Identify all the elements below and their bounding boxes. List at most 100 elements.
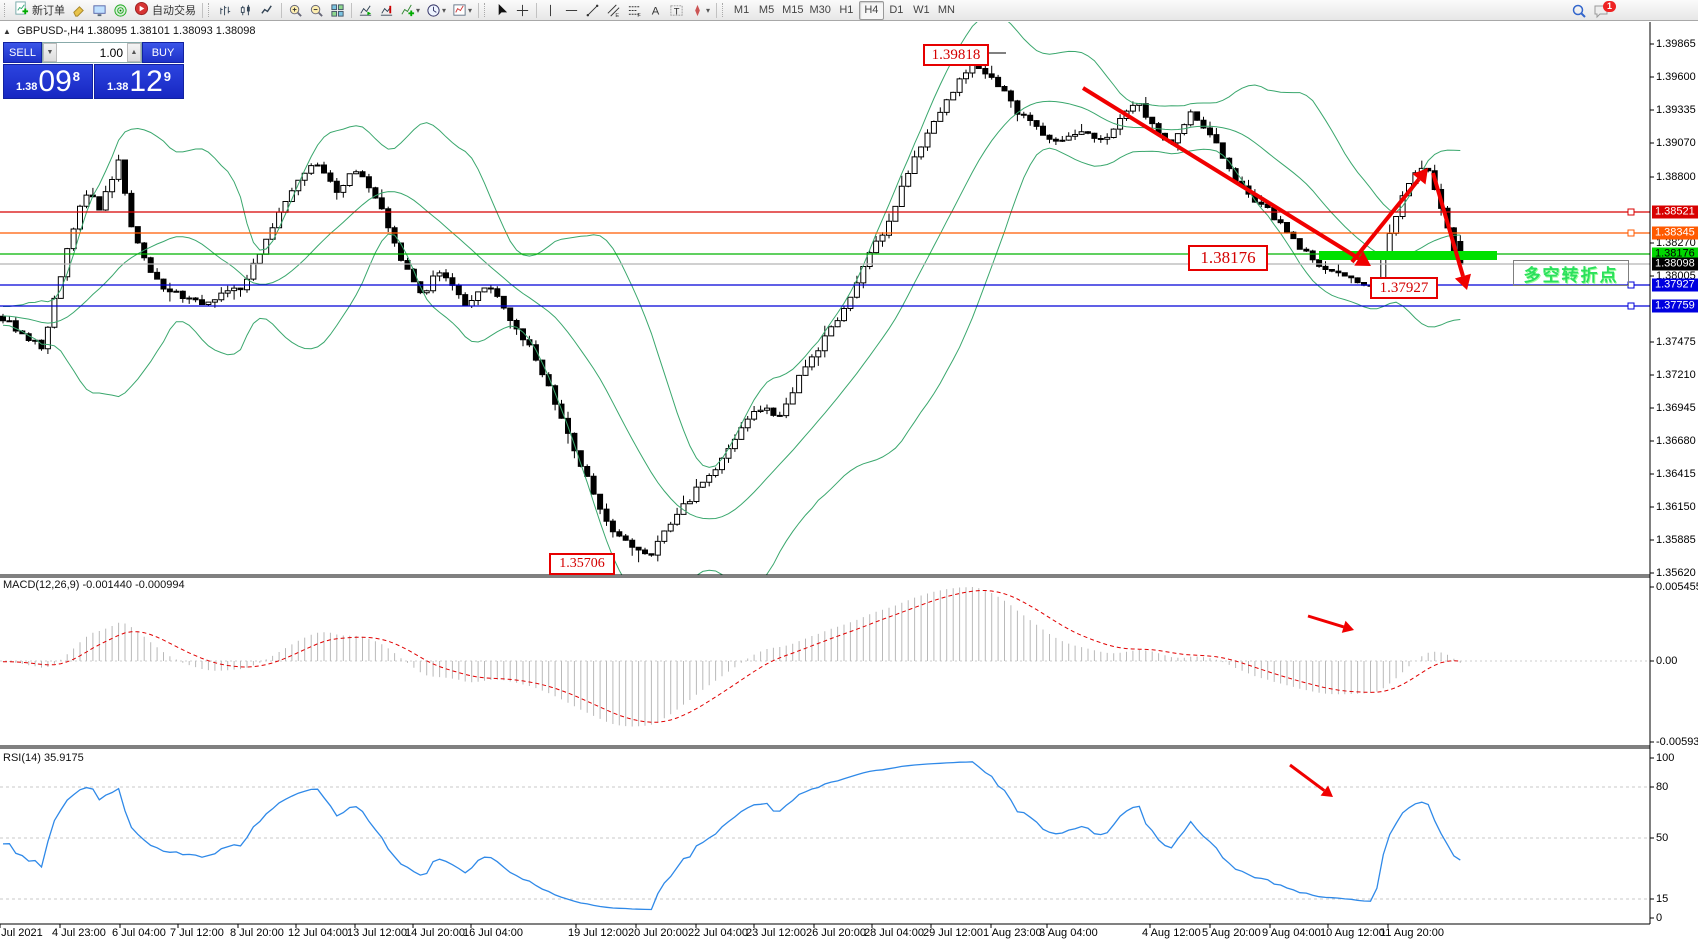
price-tick-label: 1.35885	[1656, 534, 1696, 546]
candlestick-chart-button[interactable]	[236, 1, 257, 20]
buy-button[interactable]: BUY	[142, 42, 184, 63]
price-tag-1.38176: 1.38176	[1652, 247, 1698, 261]
green-zone-bar	[1319, 251, 1497, 260]
chevron-down-icon: ▾	[416, 5, 421, 15]
price-callout-1.39818[interactable]: 1.39818	[923, 44, 989, 66]
fibonacci-tool[interactable]: F	[624, 1, 645, 20]
price-callout-1.35706[interactable]: 1.35706	[549, 553, 615, 575]
indicator-tick-label: 80	[1656, 781, 1669, 793]
macd-histogram	[2, 587, 1461, 727]
svg-text:E: E	[615, 13, 619, 18]
time-tick-label: 7 Jul 12:00	[170, 927, 224, 939]
time-tick-label: 23 Jul 12:00	[746, 927, 806, 939]
bar-chart-button[interactable]	[215, 1, 236, 20]
time-tick-label: 26 Jul 20:00	[806, 927, 866, 939]
tile-windows-button[interactable]	[327, 1, 348, 20]
search-icon	[1572, 4, 1586, 18]
time-tick-label: 1 Jul 2021	[0, 927, 43, 939]
price-tag-1.38098: 1.38098	[1652, 257, 1698, 271]
time-tick-label: 3 Aug 04:00	[1039, 927, 1098, 939]
chevron-down-icon: ▾	[468, 5, 473, 15]
time-tick-label: 8 Jul 20:00	[230, 927, 284, 939]
macd-signal-line	[3, 589, 1461, 723]
timeframe-h4[interactable]: H4	[858, 0, 884, 20]
zoom-in-icon	[289, 4, 302, 17]
time-tick-label: 4 Jul 23:00	[52, 927, 106, 939]
line-chart-button[interactable]	[257, 1, 278, 20]
clock-icon	[427, 3, 440, 17]
zoom-out-button[interactable]	[306, 1, 327, 20]
text-label-icon: T	[670, 4, 683, 16]
toolbar-right-group: 1	[1568, 1, 1616, 20]
annotation-note[interactable]: 多空转折点	[1513, 260, 1629, 286]
rsi-value: 35.9175	[43, 752, 84, 764]
price-tick-label: 1.39335	[1656, 104, 1696, 116]
templates-button[interactable]: ▾	[449, 1, 475, 20]
price-callout-1.38176[interactable]: 1.38176	[1188, 245, 1268, 271]
annotation-arrow	[1350, 177, 1421, 264]
community-button[interactable]	[110, 1, 131, 20]
svg-text:F: F	[637, 13, 641, 18]
annotation-arrow	[1289, 763, 1326, 792]
horizontal-line-tool[interactable]	[561, 1, 582, 20]
candles-layer	[0, 22, 1464, 575]
time-tick-label: 22 Jul 04:00	[688, 927, 748, 939]
indicator-tick-label: 0.00	[1656, 655, 1678, 667]
crosshair-button[interactable]	[512, 1, 533, 20]
indicator-tick-label: 15	[1656, 893, 1669, 905]
trendline-icon	[586, 4, 599, 16]
timeframe-m1[interactable]: M1	[733, 4, 750, 16]
buy-price-big: 12	[129, 65, 163, 98]
vertical-line-tool[interactable]	[540, 1, 561, 20]
volume-input[interactable]	[57, 43, 127, 62]
sell-price-big: 09	[38, 65, 72, 98]
arrows-tool[interactable]: ▾	[687, 1, 713, 20]
annotation-arrow	[1307, 614, 1345, 629]
buy-price-base: 1.38	[106, 81, 129, 93]
channel-tool[interactable]: E	[603, 1, 624, 20]
chart-shift-button[interactable]	[376, 1, 397, 20]
market-monitor-button[interactable]	[89, 1, 110, 20]
autotrading-button[interactable]: 自动交易	[131, 1, 199, 20]
price-callout-1.37927[interactable]: 1.37927	[1370, 277, 1438, 299]
text-label-tool[interactable]: T	[666, 1, 687, 20]
time-tick-label: 13 Jul 12:00	[347, 927, 407, 939]
auto-scroll-button[interactable]	[355, 1, 376, 20]
notification-badge: 1	[1603, 1, 1616, 12]
volume-increase-button[interactable]: ▲	[127, 43, 141, 62]
buy-price[interactable]: 1.38 12 9	[94, 64, 184, 99]
time-tick-label: 1 Aug 23:00	[983, 927, 1042, 939]
search-button[interactable]	[1568, 1, 1590, 20]
new-order-button[interactable]: 新订单	[11, 1, 68, 20]
notifications-button[interactable]: 1	[1590, 1, 1616, 20]
time-tick-label: 29 Jul 12:00	[923, 927, 983, 939]
time-tick-label: 28 Jul 04:00	[864, 927, 924, 939]
timeframe-m15[interactable]: M15	[782, 4, 804, 16]
timeframe-d1[interactable]: D1	[889, 4, 904, 16]
cursor-button[interactable]	[491, 1, 512, 20]
time-tick-label: 10 Aug 12:00	[1320, 927, 1385, 939]
trendline-tool[interactable]	[582, 1, 603, 20]
volume-decrease-button[interactable]: ▼	[43, 43, 57, 62]
price-tag-1.38521: 1.38521	[1652, 205, 1698, 219]
price-tick-label: 1.37475	[1656, 336, 1696, 348]
timeframe-w1[interactable]: W1	[913, 4, 930, 16]
periods-button[interactable]: ▾	[423, 1, 449, 20]
text-tool[interactable]: A	[645, 1, 666, 20]
sell-price[interactable]: 1.38 09 8	[3, 64, 93, 99]
eraser-button[interactable]	[68, 1, 89, 20]
timeframe-h1[interactable]: H1	[839, 4, 854, 16]
toolbar-grip	[4, 3, 9, 17]
sell-button[interactable]: SELL	[3, 42, 42, 63]
symbol-marker-icon: ▲	[3, 27, 11, 36]
timeframe-mn[interactable]: MN	[937, 4, 955, 16]
timeframe-m30[interactable]: M30	[809, 4, 831, 16]
timeframe-m5[interactable]: M5	[758, 4, 775, 16]
indicators-button[interactable]: ▾	[397, 1, 423, 20]
symbol-ohlc: 1.38095 1.38101 1.38093 1.38098	[87, 25, 256, 37]
template-icon	[453, 3, 466, 16]
zoom-in-button[interactable]	[285, 1, 306, 20]
auto-scroll-icon	[359, 5, 372, 16]
time-tick-label: 14 Jul 20:00	[405, 927, 465, 939]
